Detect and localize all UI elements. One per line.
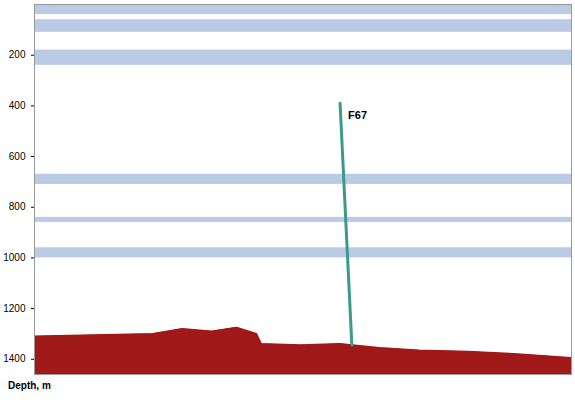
svg-text:200: 200	[9, 49, 26, 60]
svg-text:F67: F67	[348, 109, 367, 121]
html-text:Depth, m: Depth, m	[8, 380, 51, 391]
svg-text:1400: 1400	[3, 353, 26, 364]
svg-text:800: 800	[9, 201, 26, 212]
svg-text:1000: 1000	[3, 252, 26, 263]
svg-text:600: 600	[9, 151, 26, 162]
svg-text:1200: 1200	[3, 303, 26, 314]
svg-text:400: 400	[9, 100, 26, 111]
